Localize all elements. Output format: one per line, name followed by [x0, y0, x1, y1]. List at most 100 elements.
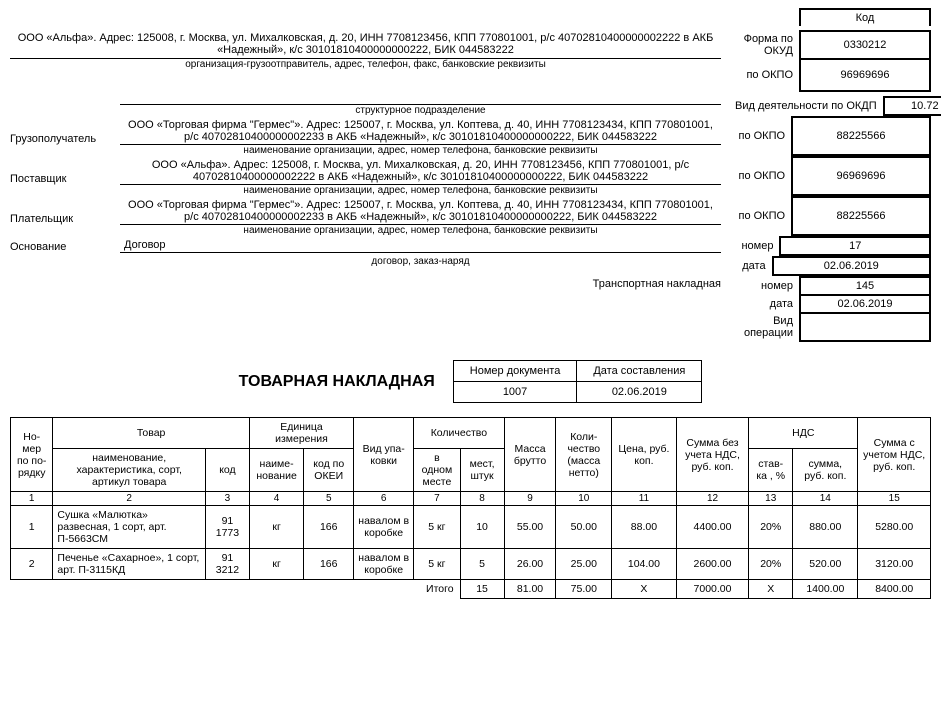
table-cell: 4400.00 [676, 506, 748, 549]
consignee-text: ООО «Торговая фирма "Гермес"». Адрес: 12… [120, 118, 721, 145]
table-cell: 10 [460, 506, 504, 549]
col-gross: Масса брутто [504, 418, 556, 492]
supplier-okpo: 96969696 [792, 157, 930, 195]
sender-text: ООО «Альфа». Адрес: 125008, г. Москва, у… [10, 30, 721, 59]
tn-num: 145 [800, 277, 930, 295]
totals-vat-sum: 1400.00 [793, 580, 858, 599]
table-cell: 880.00 [793, 506, 858, 549]
colnum: 6 [354, 492, 414, 506]
col-pack: Вид упа-ковки [354, 418, 414, 492]
colnum: 15 [858, 492, 931, 506]
colnum: 9 [504, 492, 556, 506]
colnum: 5 [304, 492, 354, 506]
table-cell: 55.00 [504, 506, 556, 549]
sender-sub: организация-грузоотправитель, адрес, тел… [10, 59, 721, 70]
colnum: 13 [749, 492, 793, 506]
table-cell: 20% [749, 549, 793, 580]
totals-places: 15 [460, 580, 504, 599]
okpo-label-3: по ОКПО [731, 157, 792, 195]
table-cell: 166 [304, 549, 354, 580]
table-cell: 166 [304, 506, 354, 549]
colnum: 2 [53, 492, 206, 506]
table-cell: 5 [460, 549, 504, 580]
table-cell: 104.00 [612, 549, 677, 580]
col-no: Но-мерпо по-рядку [11, 418, 53, 492]
table-cell: 1 [11, 506, 53, 549]
col-unit-code: код по ОКЕИ [304, 449, 354, 492]
colnum: 1 [11, 492, 53, 506]
col-sum-vat: Сумма с учетом НДС, руб. коп. [858, 418, 931, 492]
basis-num-label: номер [731, 237, 780, 255]
table-row: 1Сушка «Малютка» развесная, 1 сорт, арт.… [11, 506, 931, 549]
colnum: 3 [206, 492, 250, 506]
tn-num-label: номер [731, 277, 800, 295]
colnum: 11 [612, 492, 677, 506]
tn-date-label: дата [731, 295, 800, 313]
table-cell: кг [249, 549, 303, 580]
table-cell: 5 кг [414, 549, 460, 580]
payer-text: ООО «Торговая фирма "Гермес"». Адрес: 12… [120, 198, 721, 225]
supplier-sub: наименование организации, адрес, номер т… [120, 185, 721, 196]
basis-sub: договор, заказ-наряд [120, 256, 721, 267]
tn-label: Транспортная накладная [593, 278, 721, 290]
table-cell: 50.00 [556, 506, 612, 549]
totals-net: 75.00 [556, 580, 612, 599]
okdp-value: 10.72 (ОКВЭД) [884, 97, 941, 115]
table-cell: навалом в коробке [354, 549, 414, 580]
col-qty: Количество [414, 418, 504, 449]
supplier-text: ООО «Альфа». Адрес: 125008, г. Москва, у… [120, 158, 721, 185]
docbox-date: 02.06.2019 [577, 382, 702, 403]
okud-value: 0330212 [800, 31, 930, 59]
table-cell: кг [249, 506, 303, 549]
consignee-sub: наименование организации, адрес, номер т… [120, 145, 721, 156]
table-cell: 3120.00 [858, 549, 931, 580]
okpo-label-4: по ОКПО [731, 197, 792, 235]
table-row: 2Печенье «Сахарное», 1 сорт, арт. П-3115… [11, 549, 931, 580]
table-cell: Сушка «Малютка» развесная, 1 сорт, арт. … [53, 506, 206, 549]
col-sum-novat: Сумма без учета НДС, руб. коп. [676, 418, 748, 492]
okpo-label-1: по ОКПО [731, 59, 800, 91]
col-vat: НДС [749, 418, 858, 449]
totals-price: Х [612, 580, 677, 599]
okud-label: Форма по ОКУД [731, 31, 800, 59]
col-qty-places: мест, штук [460, 449, 504, 492]
doc-title: ТОВАРНАЯ НАКЛАДНАЯ [239, 373, 435, 391]
colnum: 14 [793, 492, 858, 506]
colnum: 8 [460, 492, 504, 506]
table-cell: 520.00 [793, 549, 858, 580]
col-unit-name: наиме-нование [249, 449, 303, 492]
totals-vat-rate: Х [749, 580, 793, 599]
okdp-label: Вид деятельности по ОКДП [731, 97, 884, 115]
docbox-num: 1007 [453, 382, 577, 403]
table-cell: навалом в коробке [354, 506, 414, 549]
col-net: Коли-чество(массанетто) [556, 418, 612, 492]
payer-sub: наименование организации, адрес, номер т… [120, 225, 721, 236]
basis-text: Договор [120, 238, 721, 253]
sender-okpo: 96969696 [800, 59, 930, 91]
table-cell: Печенье «Сахарное», 1 сорт, арт. П-3115К… [53, 549, 206, 580]
operation-label: Вид операции [731, 313, 800, 341]
colnum: 4 [249, 492, 303, 506]
basis-num: 17 [780, 237, 930, 255]
col-goods-name: наименование, характеристика, сорт, арти… [53, 449, 206, 492]
col-goods-code: код [206, 449, 250, 492]
okpo-label-2: по ОКПО [731, 117, 792, 155]
operation-value [800, 313, 930, 341]
col-price: Цена, руб. коп. [612, 418, 677, 492]
payer-role: Плательщик [10, 213, 73, 225]
colnum: 7 [414, 492, 460, 506]
table-cell: 20% [749, 506, 793, 549]
basis-date-label: дата [731, 257, 773, 275]
table-cell: 25.00 [556, 549, 612, 580]
docbox-num-label: Номер документа [453, 361, 577, 382]
col-vat-sum: сумма, руб. коп. [793, 449, 858, 492]
totals-label: Итого [11, 580, 461, 599]
basis-date: 02.06.2019 [773, 257, 930, 275]
table-cell: 91 1773 [206, 506, 250, 549]
table-cell: 91 3212 [206, 549, 250, 580]
col-unit: Единица измерения [249, 418, 353, 449]
colnum: 10 [556, 492, 612, 506]
basis-role: Основание [10, 241, 66, 253]
table-cell: 5 кг [414, 506, 460, 549]
code-header: Код [800, 9, 930, 26]
